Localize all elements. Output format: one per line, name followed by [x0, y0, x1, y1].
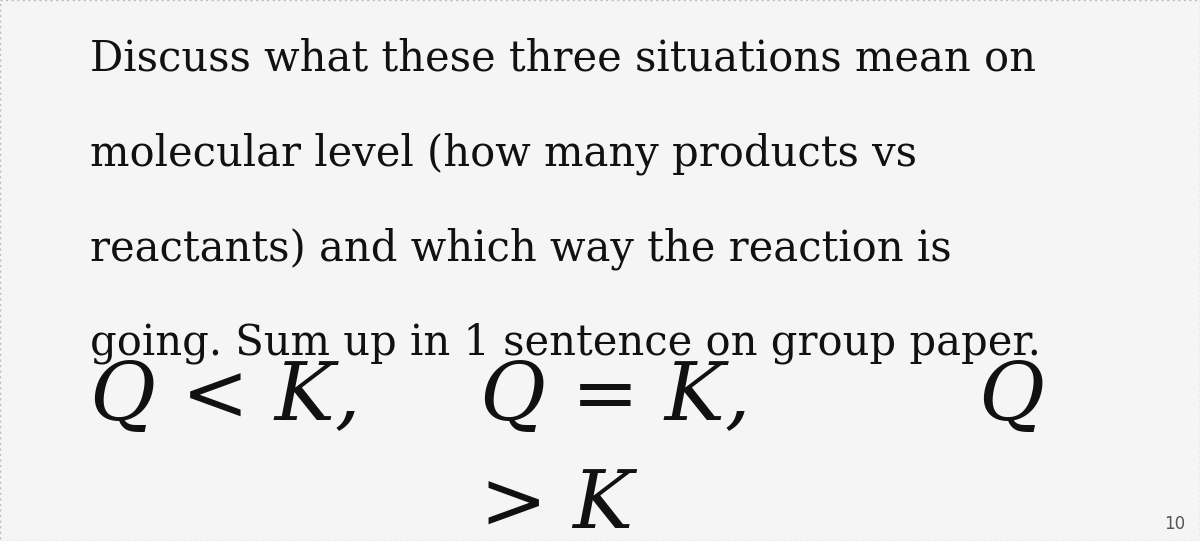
Text: Q: Q — [978, 359, 1044, 437]
Text: going. Sum up in 1 sentence on group paper.: going. Sum up in 1 sentence on group pap… — [90, 322, 1040, 364]
Text: > K: > K — [480, 467, 634, 541]
Text: reactants) and which way the reaction is: reactants) and which way the reaction is — [90, 227, 952, 270]
Text: Q < K,: Q < K, — [90, 359, 360, 437]
Text: 10: 10 — [1164, 515, 1186, 533]
Text: molecular level (how many products vs: molecular level (how many products vs — [90, 133, 917, 175]
Text: Q = K,: Q = K, — [480, 359, 750, 437]
Text: Discuss what these three situations mean on: Discuss what these three situations mean… — [90, 38, 1036, 80]
